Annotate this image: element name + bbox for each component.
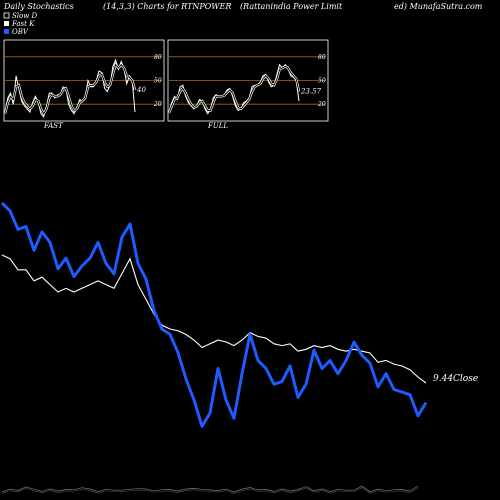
legend: Slow D Fast K OBV xyxy=(3,12,37,36)
obv-close-panel xyxy=(0,201,428,428)
bottom-strip-line xyxy=(1,485,419,493)
full-tick-80: 80 xyxy=(318,54,326,61)
fast-stochastic-panel: 20 50 80 40 xyxy=(3,54,162,118)
legend-label-fast-k: Fast K xyxy=(11,20,35,28)
fast-panel-caption: FAST xyxy=(43,122,64,130)
fast-tick-50: 50 xyxy=(154,78,162,85)
full-panel-caption: FULL xyxy=(207,122,228,130)
legend-label-obv: OBV xyxy=(12,28,29,36)
bottom-strip-line-2 xyxy=(1,487,419,494)
fast-slow-d-line xyxy=(4,63,136,115)
full-stochastic-panel: 20 50 80 23.57 xyxy=(167,54,326,115)
bottom-volume-strip xyxy=(1,485,419,494)
full-tick-20: 20 xyxy=(317,101,326,108)
close-price-line xyxy=(1,254,427,384)
header-site: ed) MunafaSutra.com xyxy=(394,2,483,11)
legend-swatch-obv xyxy=(4,29,9,34)
fast-last-value: 40 xyxy=(136,86,146,94)
fast-fast-k-line xyxy=(4,58,136,118)
legend-swatch-fast-k xyxy=(4,21,9,26)
legend-swatch-slow-d xyxy=(3,12,10,19)
header-company: (Rattanindia Power Limit xyxy=(240,2,343,11)
full-slow-d-line xyxy=(168,65,300,114)
full-last-value: 23.57 xyxy=(300,88,322,96)
close-end-label: 9.44Close xyxy=(433,374,478,384)
fast-tick-20: 20 xyxy=(153,101,162,108)
header-params: (14,3,3) Charts for RTNPOWER xyxy=(103,2,231,11)
fast-tick-80: 80 xyxy=(154,54,162,61)
full-tick-50: 50 xyxy=(318,78,326,85)
obv-line xyxy=(0,201,428,428)
legend-label-slow-d: Slow D xyxy=(12,12,37,20)
header-left: Daily Stochastics xyxy=(3,2,74,11)
